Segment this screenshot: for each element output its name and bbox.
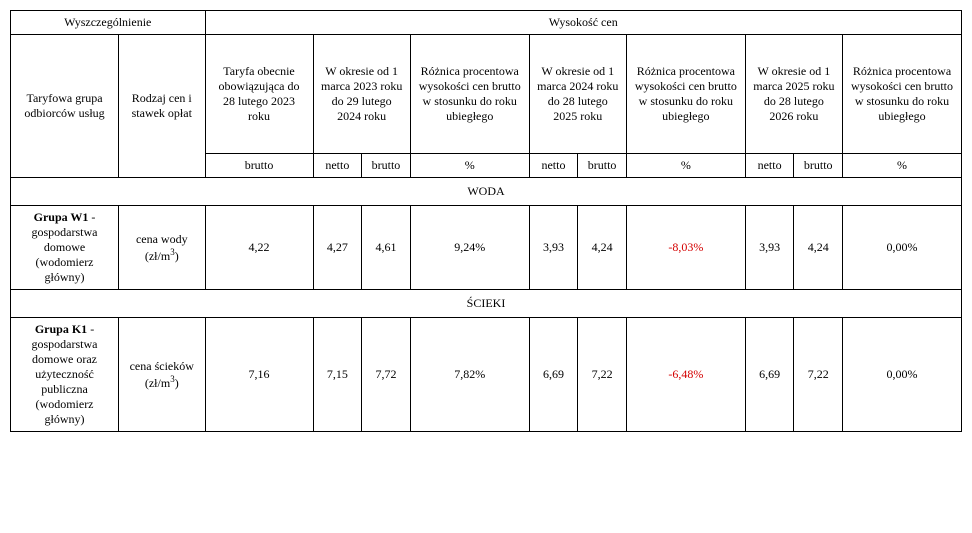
k1-current-brutto: 7,16 xyxy=(205,318,313,432)
k1-group-rest: - gospodarstwa domowe oraz użyteczność p… xyxy=(32,322,98,426)
header-price-level: Wysokość cen xyxy=(205,11,962,35)
section-woda-label: WODA xyxy=(11,178,962,206)
header-diff-2: Różnica procentowa wysokości cen brutto … xyxy=(626,35,745,154)
header-period-3: W okresie od 1 marca 2025 roku do 28 lut… xyxy=(745,35,842,154)
w1-p1-diff: 9,24% xyxy=(410,206,529,290)
w1-group: Grupa W1 - gospodarstwa domowe (wodomier… xyxy=(11,206,119,290)
k1-p3-diff: 0,00% xyxy=(843,318,962,432)
k1-p1-netto: 7,15 xyxy=(313,318,362,432)
k1-p2-diff: -6,48% xyxy=(626,318,745,432)
section-scieki-label: ŚCIEKI xyxy=(11,290,962,318)
w1-current-brutto: 4,22 xyxy=(205,206,313,290)
header-diff-1: Różnica procentowa wysokości cen brutto … xyxy=(410,35,529,154)
header-row-2: Taryfowa grupa odbiorców usług Rodzaj ce… xyxy=(11,35,962,154)
header-period-1: W okresie od 1 marca 2023 roku do 29 lut… xyxy=(313,35,410,154)
k1-p1-diff: 7,82% xyxy=(410,318,529,432)
w1-p3-diff: 0,00% xyxy=(843,206,962,290)
header-period-2: W okresie od 1 marca 2024 roku do 28 lut… xyxy=(529,35,626,154)
k1-p3-brutto: 7,22 xyxy=(794,318,843,432)
header-diff-3: Różnica procentowa wysokości cen brutto … xyxy=(843,35,962,154)
unit-p1-netto: netto xyxy=(313,154,362,178)
header-current-tariff: Taryfa obecnie obowiązująca do 28 lutego… xyxy=(205,35,313,154)
k1-price-type: cena ścieków (zł/m3) xyxy=(119,318,205,432)
w1-p1-brutto: 4,61 xyxy=(362,206,411,290)
k1-p3-netto: 6,69 xyxy=(745,318,794,432)
w1-p2-netto: 3,93 xyxy=(529,206,578,290)
unit-current-brutto: brutto xyxy=(205,154,313,178)
unit-p1-pct: % xyxy=(410,154,529,178)
unit-p2-netto: netto xyxy=(529,154,578,178)
w1-p3-netto: 3,93 xyxy=(745,206,794,290)
w1-price-type: cena wody (zł/m3) xyxy=(119,206,205,290)
w1-p2-brutto: 4,24 xyxy=(578,206,627,290)
w1-group-bold: Grupa W1 xyxy=(34,210,89,224)
w1-p3-brutto: 4,24 xyxy=(794,206,843,290)
k1-p2-brutto: 7,22 xyxy=(578,318,627,432)
row-k1: Grupa K1 - gospodarstwa domowe oraz użyt… xyxy=(11,318,962,432)
section-woda: WODA xyxy=(11,178,962,206)
row-w1: Grupa W1 - gospodarstwa domowe (wodomier… xyxy=(11,206,962,290)
w1-p2-diff: -8,03% xyxy=(626,206,745,290)
header-row-1: Wyszczególnienie Wysokość cen xyxy=(11,11,962,35)
unit-p1-brutto: brutto xyxy=(362,154,411,178)
tariff-table: Wyszczególnienie Wysokość cen Taryfowa g… xyxy=(10,10,962,432)
k1-p1-brutto: 7,72 xyxy=(362,318,411,432)
k1-group: Grupa K1 - gospodarstwa domowe oraz użyt… xyxy=(11,318,119,432)
k1-p2-netto: 6,69 xyxy=(529,318,578,432)
header-tariff-group: Taryfowa grupa odbiorców usług xyxy=(11,35,119,178)
header-price-type: Rodzaj cen i stawek opłat xyxy=(119,35,205,178)
unit-p3-netto: netto xyxy=(745,154,794,178)
section-scieki: ŚCIEKI xyxy=(11,290,962,318)
w1-p1-netto: 4,27 xyxy=(313,206,362,290)
unit-p2-brutto: brutto xyxy=(578,154,627,178)
header-spec: Wyszczególnienie xyxy=(11,11,206,35)
unit-p3-brutto: brutto xyxy=(794,154,843,178)
unit-p2-pct: % xyxy=(626,154,745,178)
unit-p3-pct: % xyxy=(843,154,962,178)
k1-group-bold: Grupa K1 xyxy=(35,322,87,336)
